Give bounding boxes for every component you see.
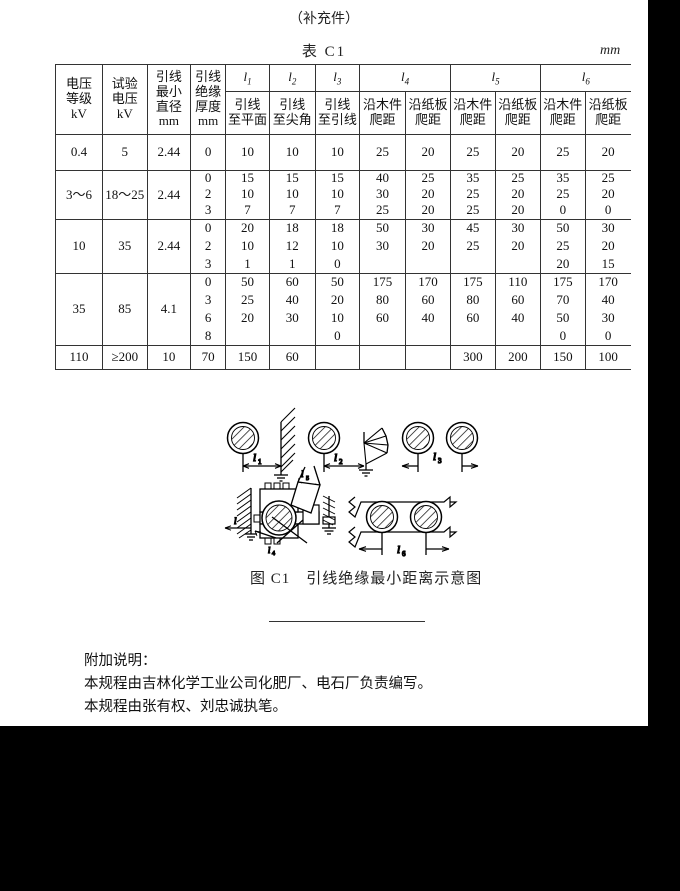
svg-text:4: 4: [272, 551, 275, 557]
svg-text:l: l: [334, 452, 337, 464]
svg-text:5: 5: [306, 476, 309, 482]
svg-text:l: l: [253, 452, 256, 464]
svg-text:3: 3: [438, 457, 442, 465]
svg-text:l: l: [397, 544, 400, 556]
svg-text:2: 2: [339, 458, 343, 466]
svg-text:l: l: [234, 516, 237, 526]
svg-text:l: l: [268, 546, 271, 555]
svg-text:l: l: [433, 451, 436, 463]
svg-text:1: 1: [258, 458, 262, 466]
svg-text:6: 6: [402, 550, 406, 558]
